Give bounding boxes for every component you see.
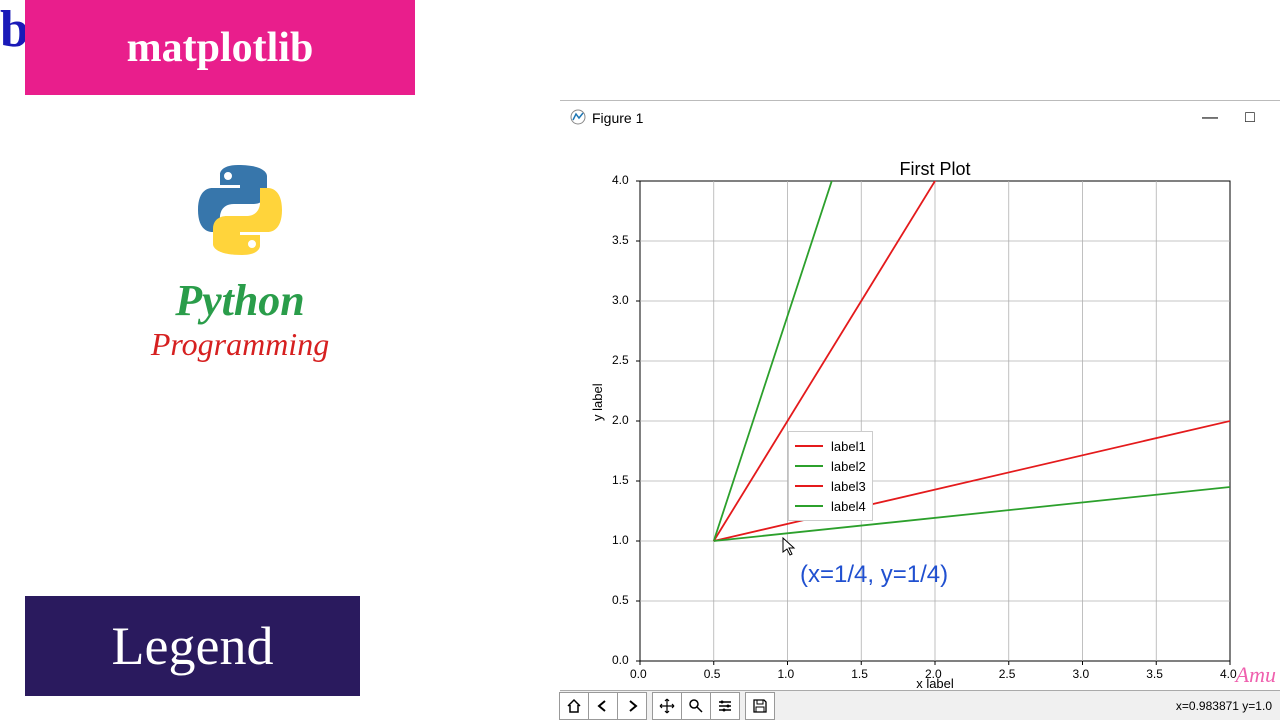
- y-tick: 3.0: [612, 293, 629, 307]
- x-tick: 1.0: [778, 667, 795, 681]
- programming-text: Programming: [60, 326, 420, 363]
- x-tick: 3.5: [1146, 667, 1163, 681]
- x-tick: 1.5: [851, 667, 868, 681]
- y-tick: 1.0: [612, 533, 629, 547]
- maximize-button[interactable]: □: [1230, 103, 1270, 133]
- legend-banner: Legend: [25, 596, 360, 696]
- legend-item-1: label1: [795, 436, 866, 456]
- minimize-button[interactable]: —: [1190, 103, 1230, 133]
- x-tick: 0.0: [630, 667, 647, 681]
- legend-label-4: label4: [831, 499, 866, 514]
- mpl-toolbar: x=0.983871 y=1.0: [560, 690, 1280, 720]
- toolbar-back-button[interactable]: [588, 692, 618, 720]
- y-tick: 3.5: [612, 233, 629, 247]
- y-tick: 1.5: [612, 473, 629, 487]
- toolbar-config-button[interactable]: [710, 692, 740, 720]
- window-icon: [570, 109, 586, 128]
- chart-legend: label1 label2 label3 label4: [788, 431, 873, 521]
- legend-item-4: label4: [795, 496, 866, 516]
- legend-label-3: label3: [831, 479, 866, 494]
- python-text: Python: [60, 275, 420, 326]
- window-titlebar: Figure 1 — □: [560, 101, 1280, 135]
- figure-window: Figure 1 — □ First Plot y label x label …: [560, 100, 1280, 720]
- legend-item-3: label3: [795, 476, 866, 496]
- y-axis-label: y label: [590, 383, 605, 421]
- x-tick: 0.5: [704, 667, 721, 681]
- y-tick: 2.5: [612, 353, 629, 367]
- matplotlib-banner: matplotlib: [25, 0, 415, 95]
- y-tick: 0.0: [612, 653, 629, 667]
- bbox-annotation: (x=1/4, y=1/4): [800, 561, 948, 589]
- toolbar-status: x=0.983871 y=1.0: [1176, 699, 1280, 713]
- legend-label-2: label2: [831, 459, 866, 474]
- x-tick: 2.5: [999, 667, 1016, 681]
- legend-swatch-3: [795, 485, 823, 487]
- window-title: Figure 1: [592, 110, 643, 126]
- watermark: Amu: [1236, 662, 1276, 688]
- toolbar-pan-button[interactable]: [652, 692, 682, 720]
- python-logo-icon: [190, 160, 290, 265]
- chart-svg: [635, 176, 1235, 666]
- legend-swatch-2: [795, 465, 823, 467]
- y-tick: 0.5: [612, 593, 629, 607]
- toolbar-forward-button[interactable]: [617, 692, 647, 720]
- x-tick: 4.0: [1220, 667, 1237, 681]
- plot-area: label1 label2 label3 label4 (x=1/4, y=1/…: [640, 181, 1230, 661]
- legend-swatch-4: [795, 505, 823, 507]
- toolbar-save-button[interactable]: [745, 692, 775, 720]
- toolbar-home-button[interactable]: [559, 692, 589, 720]
- toolbar-zoom-button[interactable]: [681, 692, 711, 720]
- y-tick: 2.0: [612, 413, 629, 427]
- x-tick: 2.0: [925, 667, 942, 681]
- legend-label-1: label1: [831, 439, 866, 454]
- x-tick: 3.0: [1073, 667, 1090, 681]
- python-block: Python Programming: [60, 160, 420, 363]
- y-tick: 4.0: [612, 173, 629, 187]
- legend-swatch-1: [795, 445, 823, 447]
- legend-item-2: label2: [795, 456, 866, 476]
